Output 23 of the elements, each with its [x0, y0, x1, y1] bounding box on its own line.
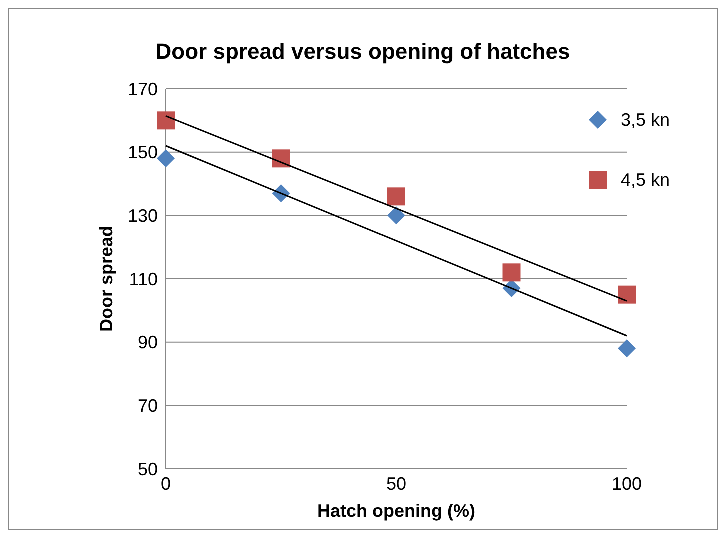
point	[388, 188, 406, 206]
point	[502, 264, 521, 282]
y-tick-label: 50	[138, 459, 158, 480]
x-tick-label: 0	[160, 474, 172, 494]
point	[618, 286, 636, 304]
y-tick-label: 150	[128, 142, 158, 163]
y-tick-label: 90	[138, 332, 158, 353]
x-tick-label: 100	[612, 474, 642, 494]
point	[157, 150, 175, 168]
chart-title: Door spread versus opening of hatches	[154, 39, 572, 65]
x-axis-title: Hatch opening (%)	[318, 501, 476, 521]
legend-label: 4,5 kn	[621, 170, 670, 190]
legend-label: 3,5 kn	[621, 110, 670, 130]
point	[618, 340, 636, 358]
y-axis-title: Door spread	[96, 226, 116, 332]
point	[388, 206, 406, 225]
point	[157, 112, 175, 130]
point	[272, 150, 290, 168]
y-tick-label: 70	[138, 396, 158, 416]
y-tick-label: 130	[128, 206, 158, 226]
x-tick-label: 50	[386, 474, 407, 494]
y-tick-label: 170	[128, 79, 158, 100]
y-tick-label: 110	[129, 269, 158, 290]
